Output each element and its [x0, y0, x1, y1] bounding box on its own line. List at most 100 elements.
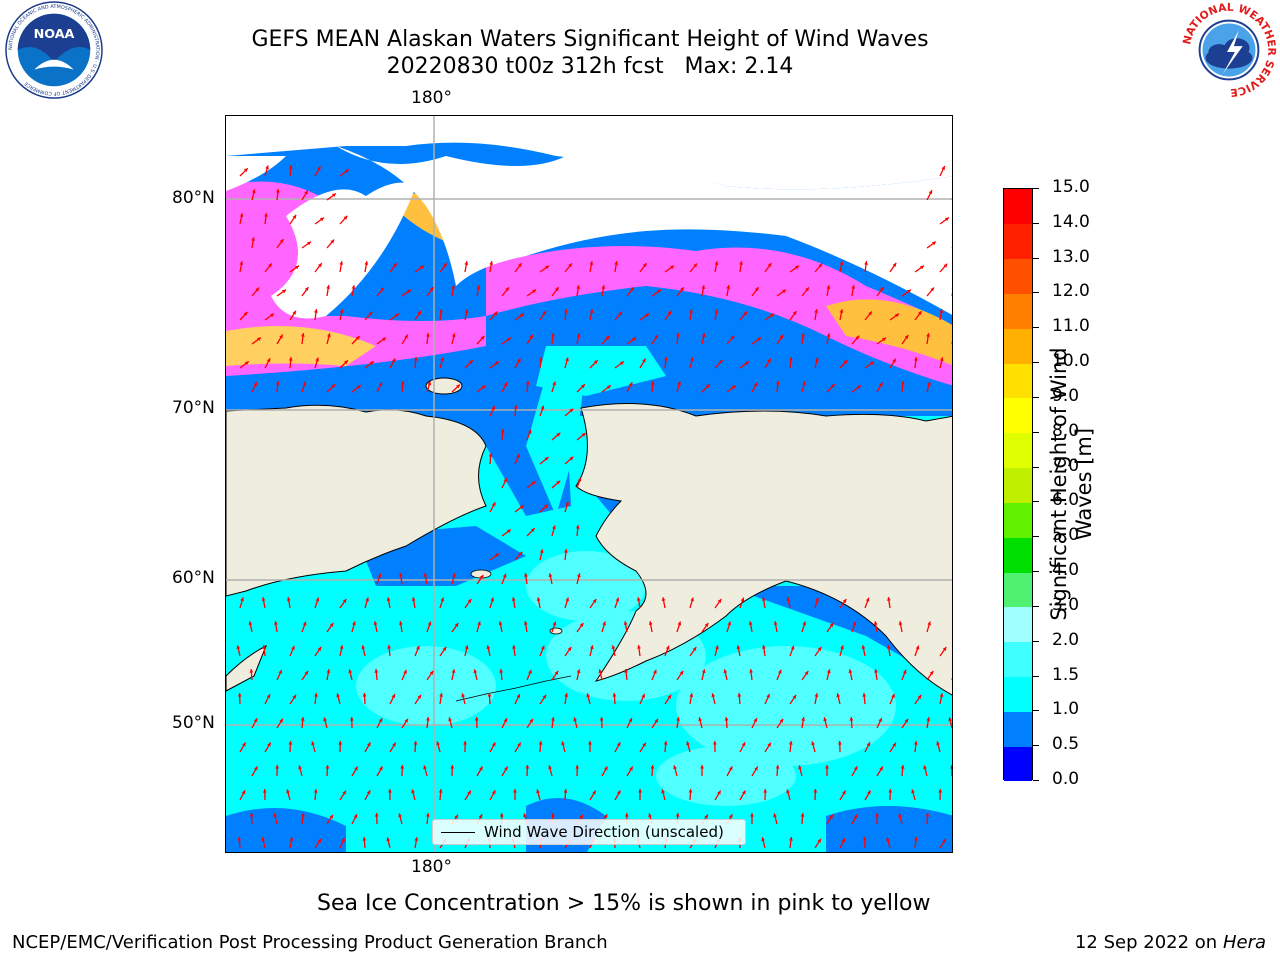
island-chain: [455, 569, 572, 702]
wave-direction-arrowhead: [798, 765, 802, 770]
wave-direction-arrowhead: [275, 765, 280, 769]
wave-direction-arrowhead: [886, 837, 890, 842]
wave-direction-arrowhead: [492, 742, 496, 747]
wave-direction-arrowhead: [244, 361, 249, 365]
wave-direction-arrowhead: [802, 621, 807, 626]
wave-direction-arrowhead: [951, 335, 952, 337]
wave-direction-arrowhead: [814, 309, 818, 313]
wave-direction-arrowhead: [753, 718, 757, 723]
wave-direction-arrowhead: [663, 741, 668, 745]
wave-direction-arrowhead: [464, 261, 469, 265]
wave-direction-arrowhead: [661, 597, 666, 601]
wave-direction-arrowhead: [851, 285, 856, 289]
wave-direction-arrowhead: [525, 381, 530, 385]
wave-direction-arrowhead: [407, 289, 411, 294]
wave-direction-arrowhead: [242, 742, 246, 747]
wave-direction-arrowhead: [755, 287, 759, 292]
wave-direction-arrowhead: [544, 457, 549, 461]
wave-direction-arrowhead: [556, 432, 561, 437]
colorbar-tick-label: 14.0: [1052, 211, 1090, 232]
wave-direction-arrowhead: [532, 289, 536, 294]
wave-direction-arrowhead: [538, 357, 543, 361]
colorbar-tick-mark: [1033, 257, 1039, 259]
wave-direction-arrowhead: [865, 597, 870, 602]
wave-direction-arrowhead: [726, 285, 731, 289]
wave-direction-arrowhead: [520, 313, 524, 318]
wave-direction-arrowhead: [598, 669, 603, 674]
wave-direction-arrowhead: [642, 358, 646, 363]
colorbar-tick-mark: [1033, 222, 1039, 224]
colorbar-tick-label: 9.0: [1052, 385, 1080, 406]
map-canvas: [226, 116, 952, 852]
wave-direction-arrowhead: [254, 766, 258, 771]
wave-direction-arrowhead: [477, 621, 481, 626]
wave-direction-arrowhead: [440, 597, 445, 602]
wave-direction-arrowhead: [491, 502, 496, 507]
wave-direction-arrowhead: [569, 456, 574, 461]
wave-direction-arrowhead: [426, 813, 430, 817]
wave-direction-arrowhead: [399, 573, 403, 577]
map-legend: Wind Wave Direction (unscaled): [432, 819, 746, 845]
wave-direction-arrowhead: [550, 813, 555, 817]
wave-direction-arrowhead: [677, 381, 681, 386]
wave-direction-arrowhead: [740, 597, 745, 602]
wave-direction-arrowhead: [288, 741, 293, 745]
wave-direction-arrowhead: [443, 263, 447, 268]
wave-direction-arrowhead: [665, 645, 670, 650]
wave-direction-arrowhead: [417, 694, 421, 699]
wave-direction-arrowhead: [451, 285, 456, 289]
credit-text: NCEP/EMC/Verification Post Processing Pr…: [12, 932, 608, 953]
wave-direction-arrowhead: [713, 741, 717, 745]
wave-direction-arrowhead: [288, 165, 293, 169]
colorbar-tick-label: 13.0: [1052, 246, 1090, 267]
colorbar-segment: [1004, 328, 1032, 364]
legend-line-sample: [441, 832, 475, 833]
wave-direction-arrowhead: [611, 645, 616, 650]
wave-direction-arrowhead: [399, 621, 403, 625]
wave-direction-arrowhead: [377, 573, 382, 578]
wave-direction-arrowhead: [701, 669, 706, 674]
wave-direction-arrowhead: [637, 645, 641, 649]
wave-direction-arrowhead: [804, 671, 809, 675]
wave-direction-arrowhead: [917, 311, 922, 316]
wave-direction-arrowhead: [875, 813, 879, 817]
wave-direction-arrowhead: [661, 789, 665, 794]
wave-direction-arrowhead: [904, 718, 909, 723]
wave-direction-arrowhead: [904, 335, 909, 339]
colorbar-tick-mark: [1033, 640, 1039, 642]
wave-direction-arrowhead: [464, 309, 469, 314]
wave-direction-arrowhead: [942, 838, 946, 843]
wave-direction-arrowhead: [677, 621, 682, 626]
wave-direction-arrowhead: [494, 361, 499, 366]
wave-direction-arrowhead: [815, 597, 819, 602]
wave-direction-arrowhead: [836, 693, 841, 698]
wave-direction-arrowhead: [451, 669, 456, 673]
wave-direction-arrowhead: [523, 621, 528, 625]
wave-direction-arrowhead: [378, 382, 383, 387]
wave-direction-arrowhead: [236, 645, 241, 650]
wave-direction-arrowhead: [567, 647, 572, 651]
wave-direction-arrowhead: [839, 309, 844, 313]
wave-direction-arrowhead: [923, 765, 927, 770]
wave-direction-arrowhead: [356, 385, 361, 389]
wave-direction-arrowhead: [911, 789, 915, 794]
wave-direction-arrowhead: [240, 597, 244, 602]
wave-direction-arrowhead: [770, 313, 774, 318]
wave-direction-arrowhead: [251, 237, 255, 241]
wave-direction-arrowhead: [519, 505, 524, 510]
colorbar-title: Significant Height of Wind Waves [m]: [1047, 347, 1096, 621]
wind-wave-arrows: [236, 165, 952, 849]
wave-direction-arrow: [951, 822, 952, 824]
wave-direction-arrowhead: [686, 741, 690, 746]
wave-direction-arrowhead: [925, 813, 930, 817]
colorbar-segment: [1004, 746, 1032, 782]
wave-direction-arrowhead: [842, 790, 846, 795]
wave-direction-arrowhead: [731, 385, 736, 390]
wave-direction-arrowhead: [589, 261, 594, 265]
pack-ice-white: [271, 182, 416, 319]
wave-direction-arrowhead: [743, 311, 747, 316]
wave-direction-arrowhead: [366, 790, 371, 795]
wave-direction-arrowhead: [614, 261, 619, 265]
wave-direction-arrowhead: [404, 334, 408, 339]
wave-direction-arrowhead: [323, 717, 327, 722]
